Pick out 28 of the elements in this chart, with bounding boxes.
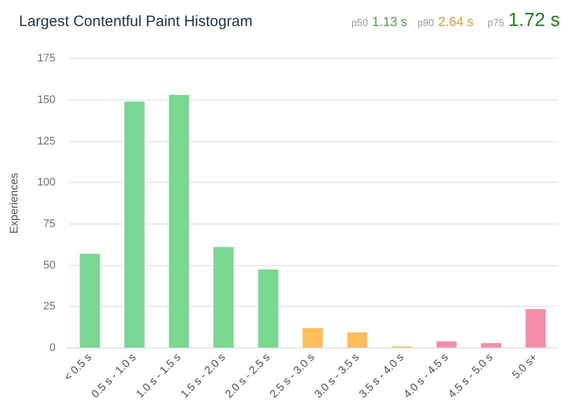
y-tick-label: 125	[37, 135, 56, 148]
text: p50	[351, 18, 368, 29]
y-tick-label: 50	[43, 259, 56, 272]
bar	[168, 94, 190, 348]
y-tick-label: 0	[49, 342, 56, 354]
text: 2.64 s	[438, 14, 474, 29]
x-tick-label: < 0.5 s	[62, 351, 94, 384]
bar	[347, 332, 368, 348]
text: p75	[488, 18, 504, 29]
bar	[526, 309, 546, 348]
y-tick-label: 175	[37, 52, 56, 65]
y-tick-label: 150	[37, 94, 56, 106]
text: p90	[417, 18, 434, 29]
y-tick-label: 25	[43, 300, 56, 313]
y-tick-label: 75	[43, 218, 56, 230]
text: 1.72 s	[508, 10, 560, 31]
bar	[258, 269, 278, 348]
bar	[481, 343, 502, 348]
text: 1.13 s	[372, 14, 408, 29]
x-tick-label: 5.0 s+	[510, 351, 540, 382]
chart-title: Largest Contentful Paint Histogram	[19, 13, 252, 30]
y-tick-label: 100	[37, 176, 56, 189]
bar	[302, 328, 323, 348]
y-axis-title: Experiences	[8, 172, 21, 234]
bar	[436, 341, 457, 348]
bar	[124, 102, 144, 348]
bar	[80, 254, 100, 348]
bar	[214, 247, 234, 348]
